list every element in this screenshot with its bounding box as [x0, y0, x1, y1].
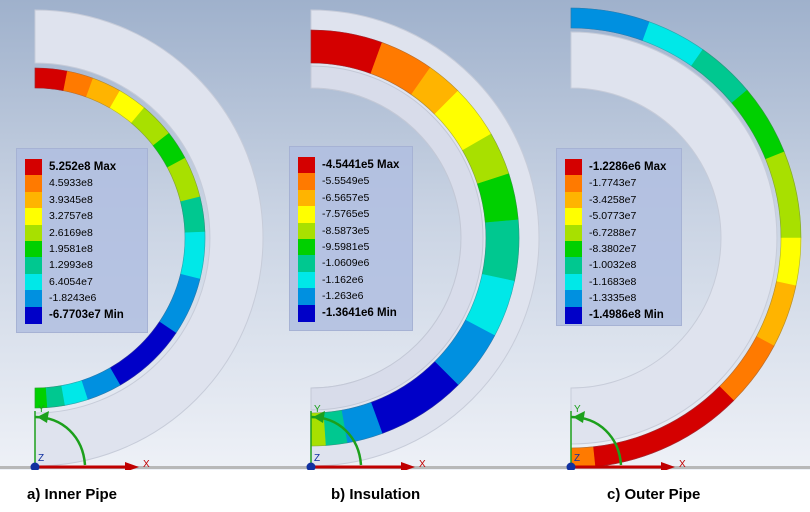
- legend-label: -1.1683e8: [589, 275, 637, 288]
- legend-swatch: [25, 241, 42, 258]
- inner-pipe-ring-outline: [34, 67, 206, 409]
- inner-pipe-x-label: X: [143, 459, 150, 470]
- legend-label: -9.5981e5: [322, 241, 370, 253]
- legend-label: -5.0773e7: [589, 210, 637, 223]
- legend-swatch: [25, 208, 42, 226]
- legend-label: -3.4258e7: [589, 193, 637, 206]
- legend-swatch: [298, 288, 315, 306]
- legend-swatch: [25, 224, 42, 242]
- legend-label: -4.5441e5 Max: [322, 159, 400, 171]
- legend-label: -1.3335e8: [589, 292, 637, 305]
- outer-pipe-x-arrow: [661, 462, 675, 470]
- insulation-contour-band: [481, 219, 520, 282]
- outer-pipe-x-label: X: [679, 459, 686, 470]
- fea-scene: X Y Z X Y Z X Y Z: [0, 7, 810, 470]
- inner-pipe-origin: [30, 462, 40, 470]
- caption-outer-pipe: c) Outer Pipe: [607, 486, 701, 503]
- legend-label: -8.3802e7: [589, 243, 637, 255]
- legend-label: 6.4054e7: [49, 275, 93, 288]
- legend-label: -6.5657e5: [322, 191, 370, 204]
- legend-swatch: [298, 157, 315, 174]
- insulation-rotation-arrow: [313, 411, 325, 423]
- legend-swatch: [25, 175, 42, 193]
- legend-swatch: [298, 189, 315, 207]
- legend-label: -8.5873e5: [322, 224, 370, 237]
- insulation-origin: [306, 462, 316, 470]
- legend-swatch: [565, 191, 582, 209]
- inner-pipe-shell: [34, 9, 264, 467]
- caption-inner-pipe: a) Inner Pipe: [27, 486, 118, 503]
- legend-inner-pipe: 5.252e8 Max 4.5933e8 3.9345e8 3.2757e8 2.616…: [16, 148, 148, 333]
- legend-label: -1.0609e6: [322, 257, 370, 270]
- legend-swatch: [298, 206, 315, 224]
- legend-swatch: [565, 257, 582, 275]
- legend-swatch: [565, 241, 582, 258]
- legend-swatch: [565, 175, 582, 193]
- legend-swatch: [25, 306, 42, 324]
- insulation-z-label: Z: [314, 453, 320, 464]
- outer-pipe-rotation-arrow: [573, 411, 585, 423]
- legend-label: -1.263e6: [322, 290, 364, 303]
- legend-swatch: [298, 222, 315, 240]
- legend-label: 3.2757e8: [49, 210, 93, 223]
- insulation-x-label: X: [419, 459, 426, 470]
- legend-label: 1.2993e8: [49, 259, 93, 272]
- inner-pipe-y-label: Y: [38, 404, 45, 415]
- legend-swatch: [298, 271, 315, 289]
- legend-label: -1.8243e6: [49, 292, 97, 305]
- caption-insulation: b) Insulation: [331, 486, 421, 503]
- legend-label: 4.5933e8: [49, 177, 93, 190]
- legend-swatch: [25, 290, 42, 308]
- legend-label: -1.2286e6 Max: [589, 161, 667, 173]
- legend-swatch: [565, 208, 582, 226]
- outer-pipe-z-label: Z: [574, 453, 580, 464]
- outer-pipe-shell: [570, 31, 778, 445]
- legend-label: -1.0032e8: [589, 259, 637, 272]
- legend-label: -6.7703e7 Min: [49, 308, 124, 321]
- legend-label: -1.7743e7: [589, 177, 637, 190]
- insulation-ring-outline: [310, 29, 520, 447]
- outer-pipe-y-label: Y: [574, 404, 581, 415]
- inner-pipe-contour-band: [45, 385, 65, 408]
- legend-swatch: [298, 173, 315, 191]
- legend-insulation: -4.5441e5 Max -5.5549e5 -6.5657e5 -7.5765e5…: [289, 146, 413, 331]
- legend-swatch: [25, 273, 42, 291]
- legend-label: 5.252e8 Max: [49, 161, 117, 173]
- legend-swatch: [565, 290, 582, 308]
- legend-label: 2.6169e8: [49, 226, 93, 239]
- inner-pipe-z-label: Z: [38, 453, 44, 464]
- outer-pipe-origin: [566, 462, 576, 470]
- legend-outer-pipe: -1.2286e6 Max -1.7743e7 -3.4258e7 -5.0773e7…: [556, 148, 682, 326]
- legend-swatch: [25, 159, 42, 176]
- inner-pipe-rotation-arrow: [37, 411, 49, 423]
- inner-pipe-contour-band: [34, 67, 68, 92]
- viewport: X Y Z X Y Z X Y Z 5.252e8 Max 4.5933e8 3.9345e8 3.2…: [0, 0, 810, 470]
- insulation-inner-shell: [310, 65, 484, 411]
- legend-swatch: [298, 255, 315, 273]
- legend-label: -6.7288e7: [589, 226, 637, 239]
- legend-swatch: [565, 224, 582, 242]
- legend-label: 1.9581e8: [49, 243, 93, 255]
- legend-label: -5.5549e5: [322, 175, 370, 188]
- legend-swatch: [25, 257, 42, 275]
- legend-swatch: [25, 191, 42, 209]
- insulation-x-arrow: [401, 462, 415, 470]
- legend-swatch: [298, 239, 315, 256]
- legend-label: -1.162e6: [322, 273, 364, 286]
- insulation-y-label: Y: [314, 404, 321, 415]
- legend-swatch: [565, 273, 582, 291]
- legend-label: -1.3641e6 Min: [322, 306, 397, 319]
- inner-pipe-x-arrow: [125, 462, 139, 470]
- legend-swatch: [298, 304, 315, 322]
- legend-label: 3.9345e8: [49, 193, 93, 206]
- legend-swatch: [565, 159, 582, 176]
- legend-label: -1.4986e8 Min: [589, 308, 664, 321]
- legend-swatch: [565, 306, 582, 324]
- legend-label: -7.5765e5: [322, 208, 370, 221]
